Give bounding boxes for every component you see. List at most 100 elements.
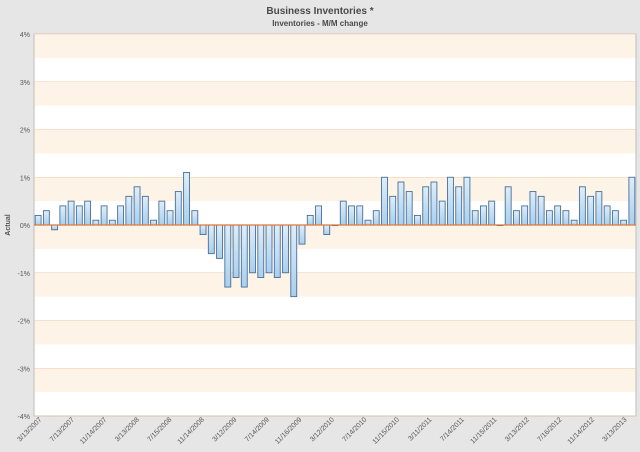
x-tick-label: 3/13/2013 — [602, 416, 629, 443]
bar — [273, 224, 281, 278]
grid-band — [34, 177, 636, 202]
chart-subtitle: Inventories - M/M change — [272, 19, 368, 28]
x-tick-label: 11/14/2012 — [567, 416, 596, 445]
bar — [42, 210, 50, 226]
bar — [67, 200, 75, 226]
bar — [397, 181, 405, 226]
y-tick-label: -4% — [18, 414, 30, 421]
x-tick-label: 11/14/2007 — [79, 416, 108, 445]
bar — [471, 210, 479, 226]
bar — [117, 205, 125, 226]
bar — [529, 191, 537, 226]
bar — [570, 219, 578, 226]
x-tick-label: 7/14/2011 — [439, 416, 466, 443]
bar — [611, 210, 619, 226]
grid-band — [34, 225, 636, 249]
bar — [381, 176, 388, 226]
bar — [356, 205, 364, 226]
bar — [545, 210, 553, 226]
bar — [438, 200, 446, 226]
y-tick-label: 0% — [20, 223, 30, 230]
grid-band — [34, 129, 636, 154]
bar — [463, 176, 471, 226]
bar — [166, 210, 174, 226]
bar — [562, 210, 570, 226]
bar — [323, 224, 331, 236]
bar — [224, 224, 232, 288]
bar — [298, 224, 306, 245]
bar — [199, 224, 207, 236]
bar — [257, 224, 265, 278]
bar — [216, 224, 223, 259]
bar — [92, 219, 100, 226]
x-tick-label: 11/15/2010 — [372, 416, 401, 445]
x-tick-label: 3/13/2012 — [504, 416, 531, 443]
bar — [488, 200, 496, 226]
bar — [554, 205, 562, 226]
y-tick-label: 1% — [20, 175, 30, 182]
chart-title: Business Inventories * — [266, 6, 374, 17]
bar — [306, 214, 314, 226]
bar — [249, 224, 256, 274]
bar — [59, 205, 67, 226]
bar — [389, 195, 397, 226]
bar — [455, 186, 463, 226]
bar — [620, 219, 628, 226]
bar — [372, 210, 380, 226]
x-tick-label: 3/11/2011 — [407, 416, 433, 442]
bar — [414, 214, 421, 226]
bar — [191, 210, 199, 226]
bar — [339, 200, 347, 226]
bar — [290, 224, 298, 298]
bar — [595, 191, 603, 226]
bar — [364, 219, 372, 226]
bar — [158, 200, 166, 226]
bar — [578, 186, 586, 226]
x-tick-label: 11/14/2008 — [177, 416, 206, 445]
bar — [133, 186, 141, 226]
grid-band — [34, 34, 636, 58]
bar — [84, 200, 92, 226]
x-tick-label: 7/15/2008 — [146, 416, 173, 443]
bar — [183, 172, 190, 226]
bar — [422, 186, 430, 226]
bar — [513, 210, 520, 226]
x-tick-label: 11/16/2009 — [274, 416, 303, 445]
grid-band — [34, 368, 636, 393]
y-tick-label: -1% — [18, 271, 30, 278]
bar — [174, 191, 182, 226]
bar — [447, 176, 454, 226]
bar — [207, 224, 215, 255]
y-tick-label: 4% — [20, 32, 30, 39]
grid-band — [34, 272, 636, 297]
bar — [125, 195, 133, 226]
bar — [232, 224, 240, 278]
x-tick-label: 3/13/2008 — [114, 416, 141, 443]
bar — [315, 205, 322, 226]
bar — [537, 195, 545, 226]
bar — [430, 181, 438, 226]
bar — [75, 205, 83, 226]
bar — [51, 224, 59, 231]
x-tick-label: 11/15/2011 — [469, 416, 498, 445]
bar — [348, 205, 355, 226]
y-tick-label: -2% — [18, 319, 30, 326]
bar — [480, 205, 487, 226]
grid-band — [34, 81, 636, 106]
bar — [265, 224, 273, 274]
x-tick-label: 7/14/2009 — [244, 416, 271, 443]
y-axis-label: Actual — [5, 214, 12, 235]
grid-band — [34, 320, 636, 345]
x-tick-label: 7/16/2012 — [537, 416, 564, 443]
bar — [100, 205, 108, 226]
bar — [587, 195, 595, 226]
bar — [521, 205, 529, 226]
bar — [34, 214, 42, 226]
bar — [108, 219, 116, 226]
x-tick-label: 7/13/2007 — [49, 416, 76, 443]
y-tick-label: -3% — [18, 366, 30, 373]
y-tick-label: 2% — [20, 128, 30, 135]
x-tick-label: 7/14/2010 — [341, 416, 368, 443]
